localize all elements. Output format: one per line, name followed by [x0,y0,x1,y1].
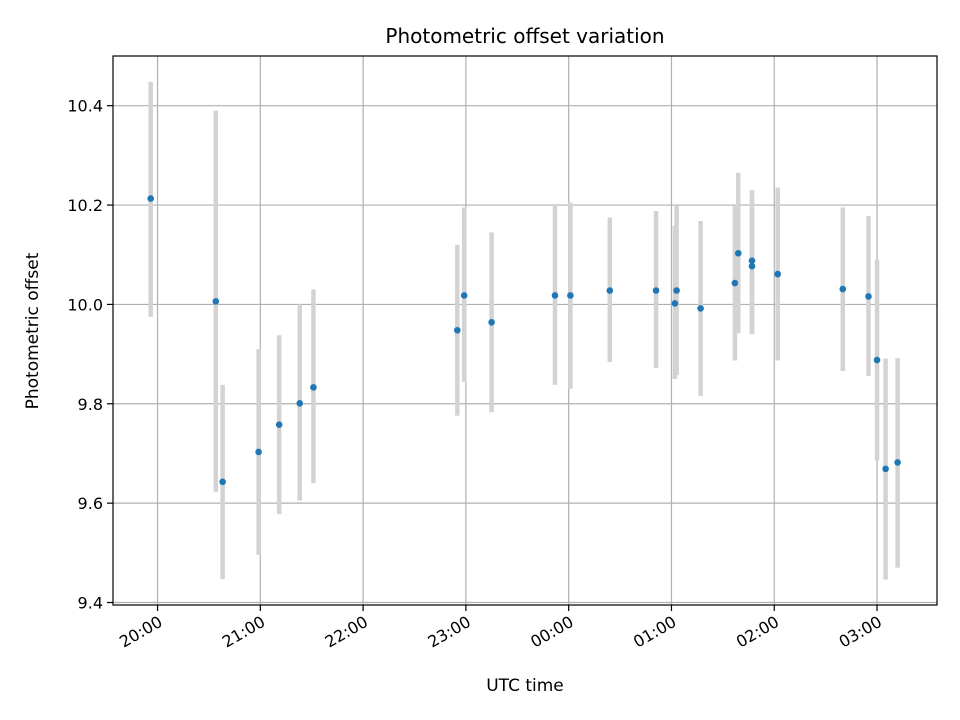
data-point [567,292,574,299]
y-tick-label: 9.4 [78,594,103,613]
data-point [673,287,680,294]
data-point [212,298,220,305]
data-point [606,287,614,294]
data-point [275,421,283,428]
data-point [310,384,317,391]
data-point [731,279,739,287]
data-point [894,459,901,466]
data-point [734,249,742,257]
data-point [748,257,756,264]
data-point [671,300,679,307]
chart-title: Photometric offset variation [385,24,664,48]
data-point [882,465,889,473]
data-point [460,292,468,299]
data-point [865,293,872,300]
data-point [147,195,154,202]
data-point [551,292,559,299]
data-point [748,262,756,270]
y-axis-label: Photometric offset [23,252,43,409]
y-tick-label: 9.8 [78,395,103,414]
data-point [255,448,262,456]
data-point [873,356,881,364]
data-point [488,319,495,326]
data-point [839,285,847,293]
y-tick-label: 10.2 [67,196,103,215]
data-point [219,478,226,486]
x-axis-label: UTC time [486,676,564,696]
y-tick-label: 9.6 [78,494,103,513]
data-point [296,399,304,407]
data-point [774,270,781,278]
data-point [697,305,704,312]
y-tick-label: 10.4 [67,97,103,116]
data-point [454,326,461,334]
plot-frame [112,55,938,606]
data-point [652,287,660,294]
data-points [147,195,901,486]
y-tick-label: 10.0 [67,295,103,314]
